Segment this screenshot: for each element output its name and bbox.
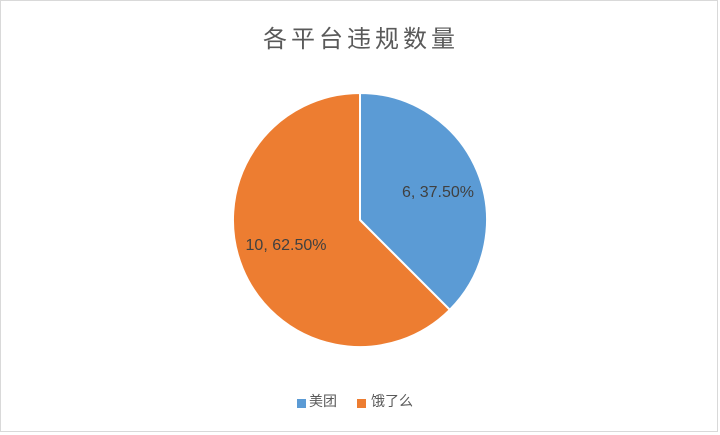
svg-text:10, 62.50%: 10, 62.50% — [246, 237, 327, 254]
svg-text:6, 37.50%: 6, 37.50% — [402, 184, 474, 201]
